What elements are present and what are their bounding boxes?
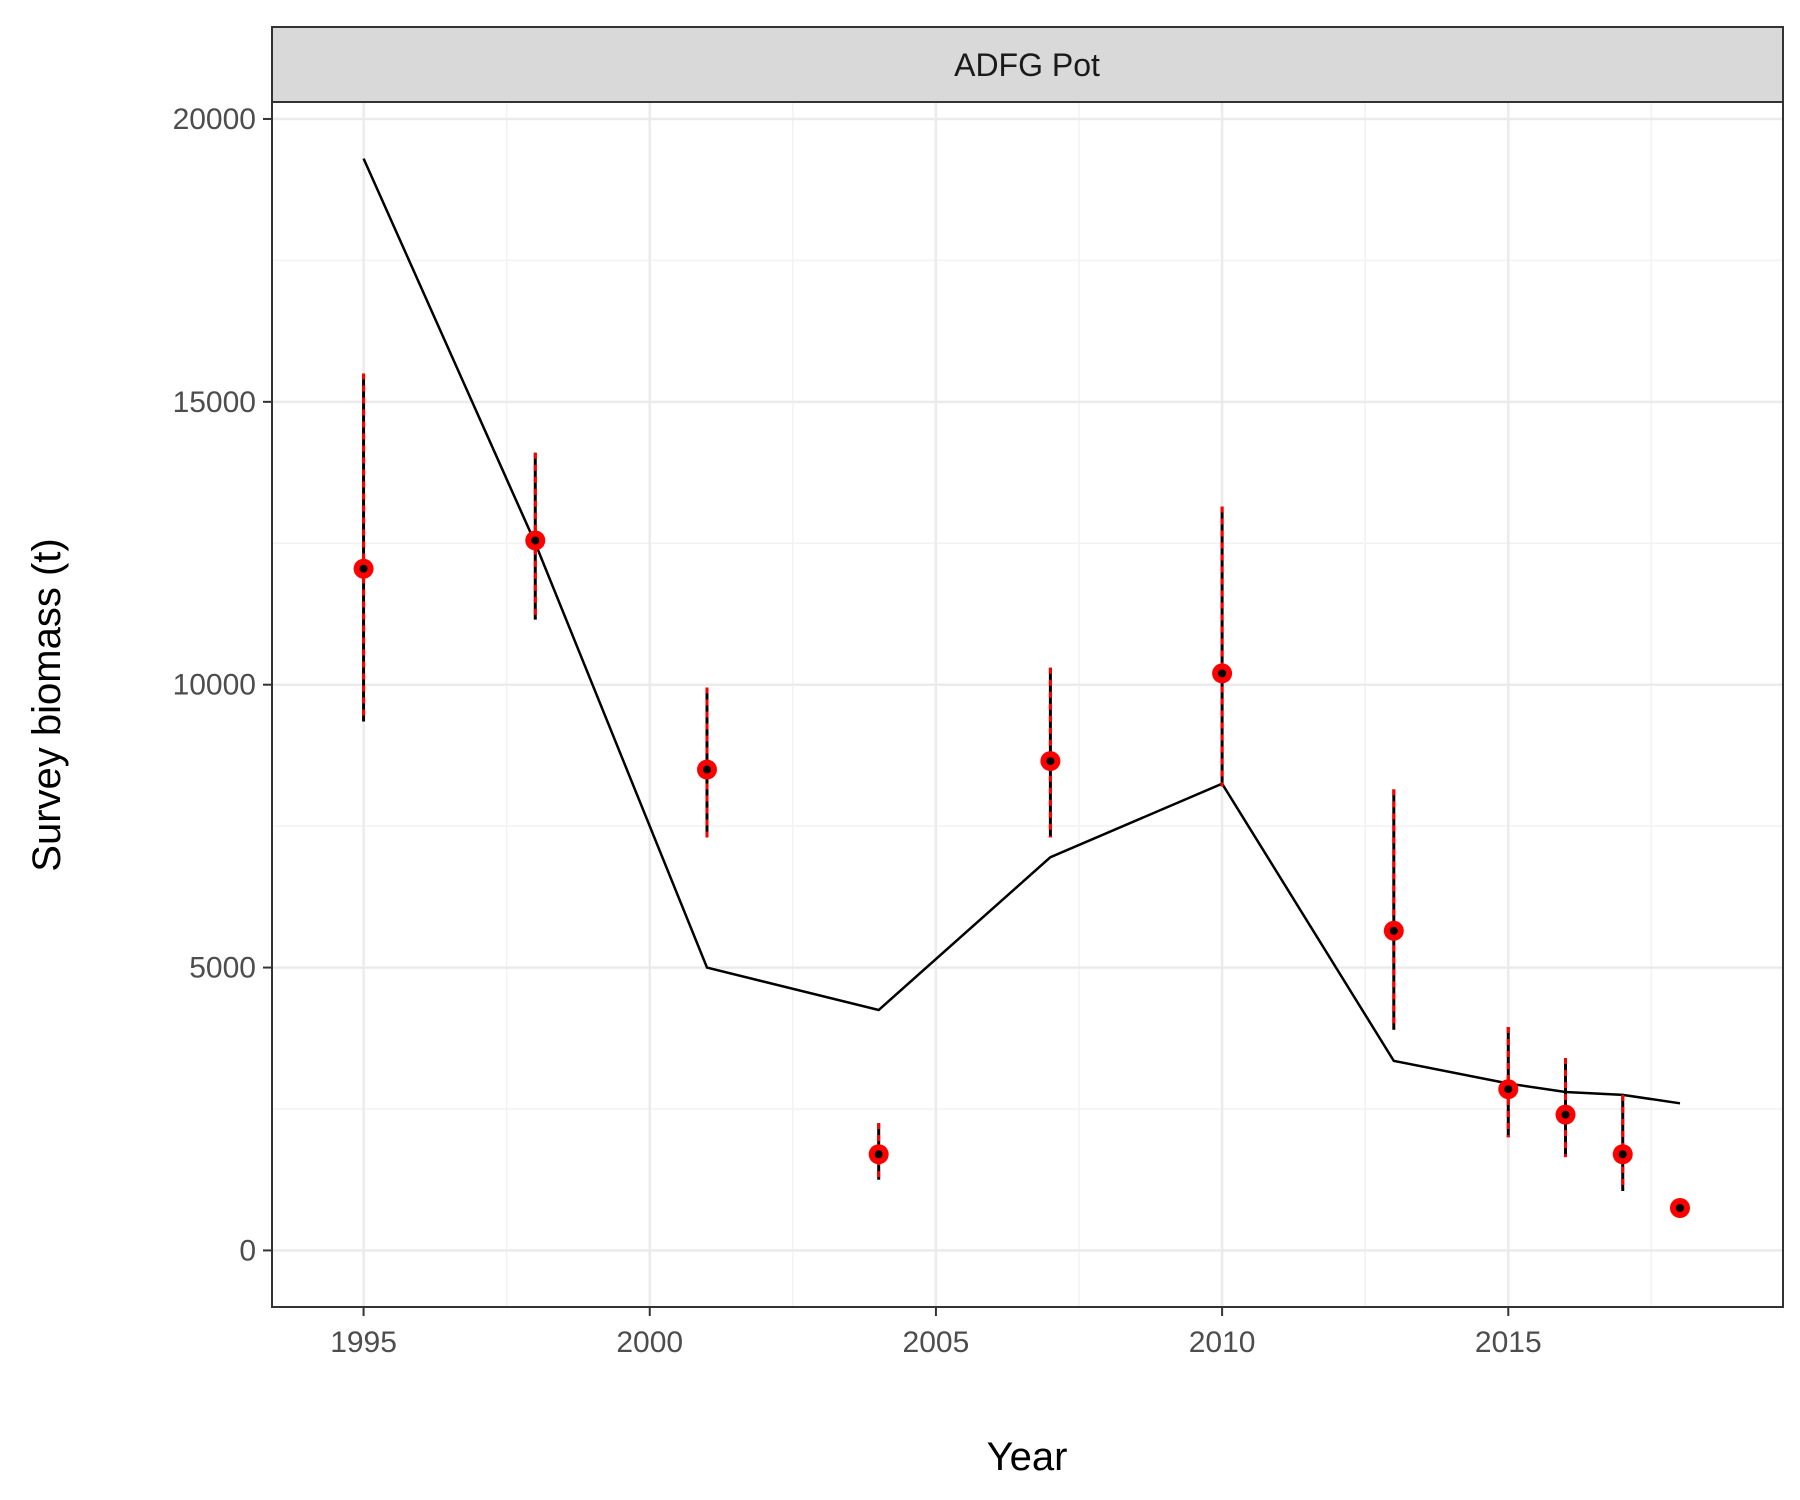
x-tick-label: 2015 bbox=[1475, 1326, 1542, 1359]
x-tick-label: 2000 bbox=[616, 1326, 683, 1359]
y-axis: 0 5000 10000 15000 20000 bbox=[173, 103, 272, 1267]
observed-point-center bbox=[874, 1150, 883, 1159]
y-tick-label: 10000 bbox=[173, 669, 256, 702]
observed-point-center bbox=[531, 536, 540, 545]
observed-points bbox=[353, 530, 1690, 1218]
observed-point-center bbox=[1504, 1085, 1513, 1094]
observed-point-center bbox=[1561, 1110, 1570, 1119]
y-tick-label: 20000 bbox=[173, 103, 256, 136]
strip-background bbox=[271, 26, 1784, 103]
x-tick-label: 1995 bbox=[330, 1326, 397, 1359]
x-axis-title: Year bbox=[987, 1435, 1068, 1479]
y-tick-label: 5000 bbox=[189, 952, 256, 985]
y-axis-title: Survey biomass (t) bbox=[25, 538, 69, 871]
panel-background bbox=[272, 102, 1783, 1307]
x-axis: 1995 2000 2005 2010 2015 bbox=[330, 1307, 1542, 1359]
observed-point-center bbox=[1218, 669, 1227, 678]
y-tick-label: 15000 bbox=[173, 386, 256, 419]
x-tick-label: 2005 bbox=[903, 1326, 970, 1359]
observed-point-center bbox=[359, 564, 368, 573]
grid-lines bbox=[272, 102, 1783, 1307]
observed-point-center bbox=[1675, 1203, 1684, 1212]
observed-point-center bbox=[1618, 1150, 1627, 1159]
x-tick-label: 2010 bbox=[1189, 1326, 1256, 1359]
panel-border bbox=[271, 101, 1784, 1308]
observed-point-center bbox=[1389, 926, 1398, 935]
facet-label: ADFG Pot bbox=[954, 47, 1100, 83]
y-tick-label: 0 bbox=[239, 1234, 256, 1267]
observed-point-center bbox=[702, 765, 711, 774]
observed-point-center bbox=[1046, 757, 1055, 766]
